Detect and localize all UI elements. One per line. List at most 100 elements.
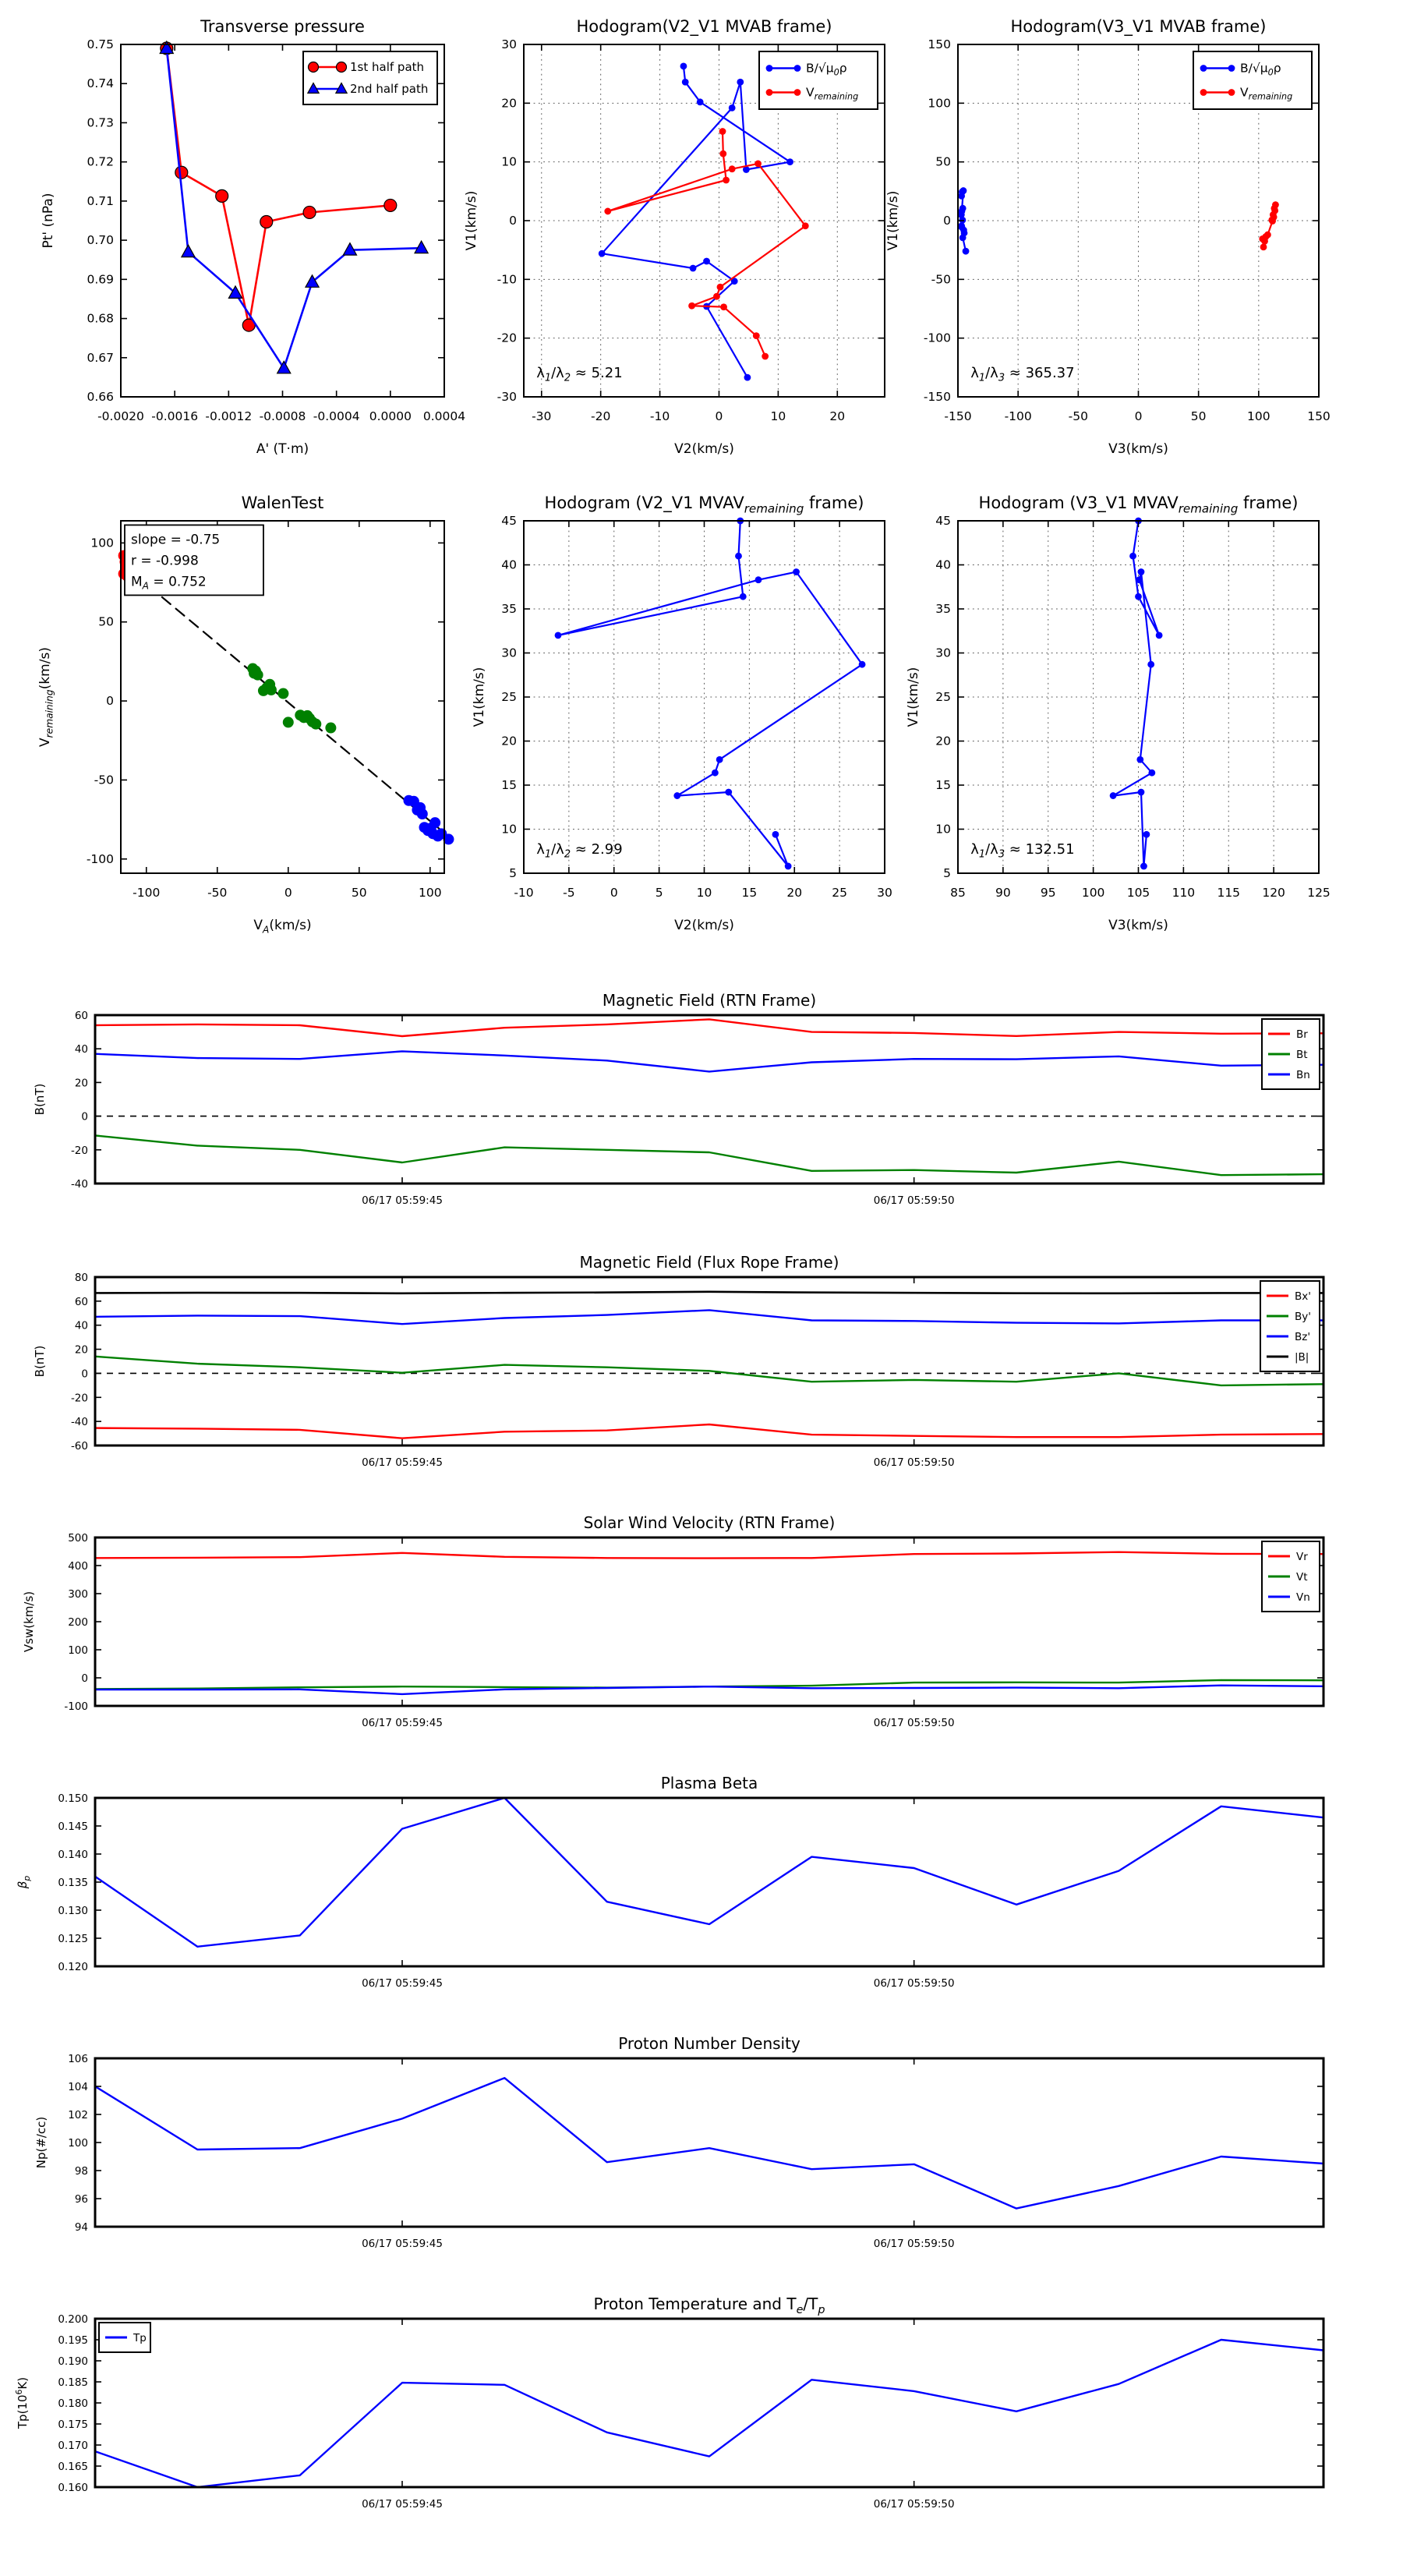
annotation: λ1/λ3 ≈ 132.51 (970, 841, 1074, 861)
data-point (793, 568, 800, 575)
legend: Tp (98, 2322, 151, 2353)
chart-title: WalenTest (242, 494, 324, 512)
series-line-Vr (94, 1551, 1325, 1559)
annotation-text: λ1/λ3 ≈ 365.37 (970, 365, 1074, 384)
x-tick-label: 06/17 05:59:50 (874, 1456, 955, 1469)
data-point (689, 264, 697, 272)
y-tick-label: 0.200 (58, 2313, 88, 2326)
y-tick-label: 300 (68, 1588, 88, 1601)
series-line-Br (94, 1018, 1325, 1038)
y-axis-label: Pt' (nPa) (41, 193, 56, 249)
x-tick-label: 0 (1135, 409, 1143, 423)
y-tick-label: -50 (931, 272, 951, 286)
chart-title: Magnetic Field (RTN Frame) (603, 991, 816, 1010)
y-axis-label: B(nT) (33, 1084, 47, 1116)
y-tick-label: 150 (928, 37, 951, 51)
x-tick-label: -0.0020 (97, 409, 144, 423)
data-point (703, 257, 710, 265)
annotation-text: slope = -0.75 (131, 532, 220, 547)
y-tick-label: 30 (501, 646, 517, 660)
data-point (310, 718, 322, 730)
data-point (744, 373, 751, 381)
y-tick-label: 5 (943, 866, 951, 880)
y-tick-label: 25 (935, 690, 951, 704)
y-tick-label: 35 (501, 602, 517, 616)
data-point (713, 292, 720, 300)
panel-walen-test: -100 -50 0 50 100 -100 -50 0 50 100 WalenTest VA(km… (37, 494, 454, 935)
data-point (1137, 568, 1145, 575)
legend-marker (1200, 65, 1207, 72)
x-tick-label: 06/17 05:59:50 (874, 1977, 955, 1990)
y-tick-label: 0.72 (87, 155, 114, 169)
data-point (772, 830, 779, 838)
x-tick-label: 20 (786, 886, 802, 900)
data-point (711, 769, 719, 777)
data-point (443, 833, 454, 845)
annotation-text: MA = 0.752 (131, 574, 207, 591)
y-tick-label: 0.67 (87, 351, 114, 365)
data-point (959, 204, 967, 212)
y-tick-label: 40 (935, 558, 951, 572)
panel-plasma-beta: 06/17 05:59:45 06/17 05:59:50 0.120 0.125 0.… (16, 1774, 1325, 1990)
y-tick-label: 104 (68, 2081, 88, 2093)
legend-label: By' (1295, 1311, 1311, 1323)
x-axis-label: V3(km/s) (1108, 441, 1168, 457)
x-tick-label: -20 (591, 409, 610, 423)
series-line-|B| (94, 1290, 1325, 1295)
data-point (1269, 218, 1276, 225)
legend-marker (793, 65, 801, 72)
x-tick-label: 0 (610, 886, 618, 900)
y-tick-label: 0 (509, 214, 517, 228)
data-point (720, 303, 727, 311)
panel-solar-wind-velocity: 06/17 05:59:45 06/17 05:59:50 -100 0 100 200 3… (22, 1513, 1325, 1729)
series-line-Bt (94, 1134, 1325, 1177)
x-tick-label: -0.0004 (313, 409, 360, 423)
series-line-Bx' (94, 1423, 1325, 1439)
x-tick-label: 10 (697, 886, 712, 900)
panel-transverse-pressure: -0.0020 -0.0016 -0.0012 -0.0008 -0.0004 0.000… (41, 17, 465, 457)
data-point (1143, 830, 1150, 838)
y-tick-label: 0 (81, 1111, 88, 1123)
chart-title: Hodogram (V2_V1 MVAVremaining frame) (545, 494, 864, 515)
legend-label: B/√μ0ρ (806, 62, 847, 78)
data-point (1137, 788, 1145, 796)
y-tick-label: 98 (75, 2165, 88, 2178)
data-point (959, 187, 967, 194)
y-tick-label: 0 (81, 1672, 88, 1685)
panel-magnetic-field-rtn: 06/17 05:59:45 06/17 05:59:50 -40 -20 0 20 40 6… (33, 991, 1325, 1207)
data-point (719, 150, 727, 157)
legend-box (758, 51, 878, 110)
x-tick-label: 15 (742, 886, 758, 900)
series-line-Np (94, 2076, 1325, 2210)
y-tick-label: 0.120 (58, 1961, 88, 1973)
y-tick-label: 0.71 (87, 194, 114, 208)
x-tick-label: 25 (832, 886, 847, 900)
legend: Bx' By' Bz' |B| (1260, 1280, 1320, 1372)
y-tick-label: 0.165 (58, 2461, 88, 2473)
series-line-Vn (94, 1684, 1325, 1696)
y-tick-label: 96 (75, 2193, 88, 2206)
data-point (957, 211, 965, 218)
panel-hodogram-v2v1-mvav: -10 -5 0 5 10 15 20 25 30 5 10 15 20 25 30 35 40 45 Hodogr… (472, 494, 892, 933)
x-tick-label: -50 (207, 886, 227, 900)
legend-marker (307, 61, 320, 73)
y-tick-label: 0.190 (58, 2355, 88, 2368)
data-point (723, 176, 730, 184)
data-point (260, 214, 274, 229)
legend: 1st half path 2nd half path (302, 51, 438, 105)
x-tick-label: 0.0000 (369, 409, 412, 423)
panel-hodogram-v2v1-mvab: -30 -20 -10 0 10 20 -30 -20 -10 0 10 20 30 Hodogram(V… (464, 17, 885, 457)
data-point (735, 552, 742, 560)
data-point (688, 302, 695, 310)
x-tick-label: 50 (1191, 409, 1207, 423)
legend-marker (1200, 89, 1207, 96)
legend-marker (306, 82, 320, 94)
x-tick-label: 100 (1247, 409, 1270, 423)
data-point (1261, 237, 1268, 245)
x-axis-label: V2(km/s) (674, 441, 734, 457)
annotation: λ1/λ2 ≈ 5.21 (536, 365, 622, 384)
data-point (282, 717, 294, 728)
x-tick-label: -100 (133, 886, 160, 900)
